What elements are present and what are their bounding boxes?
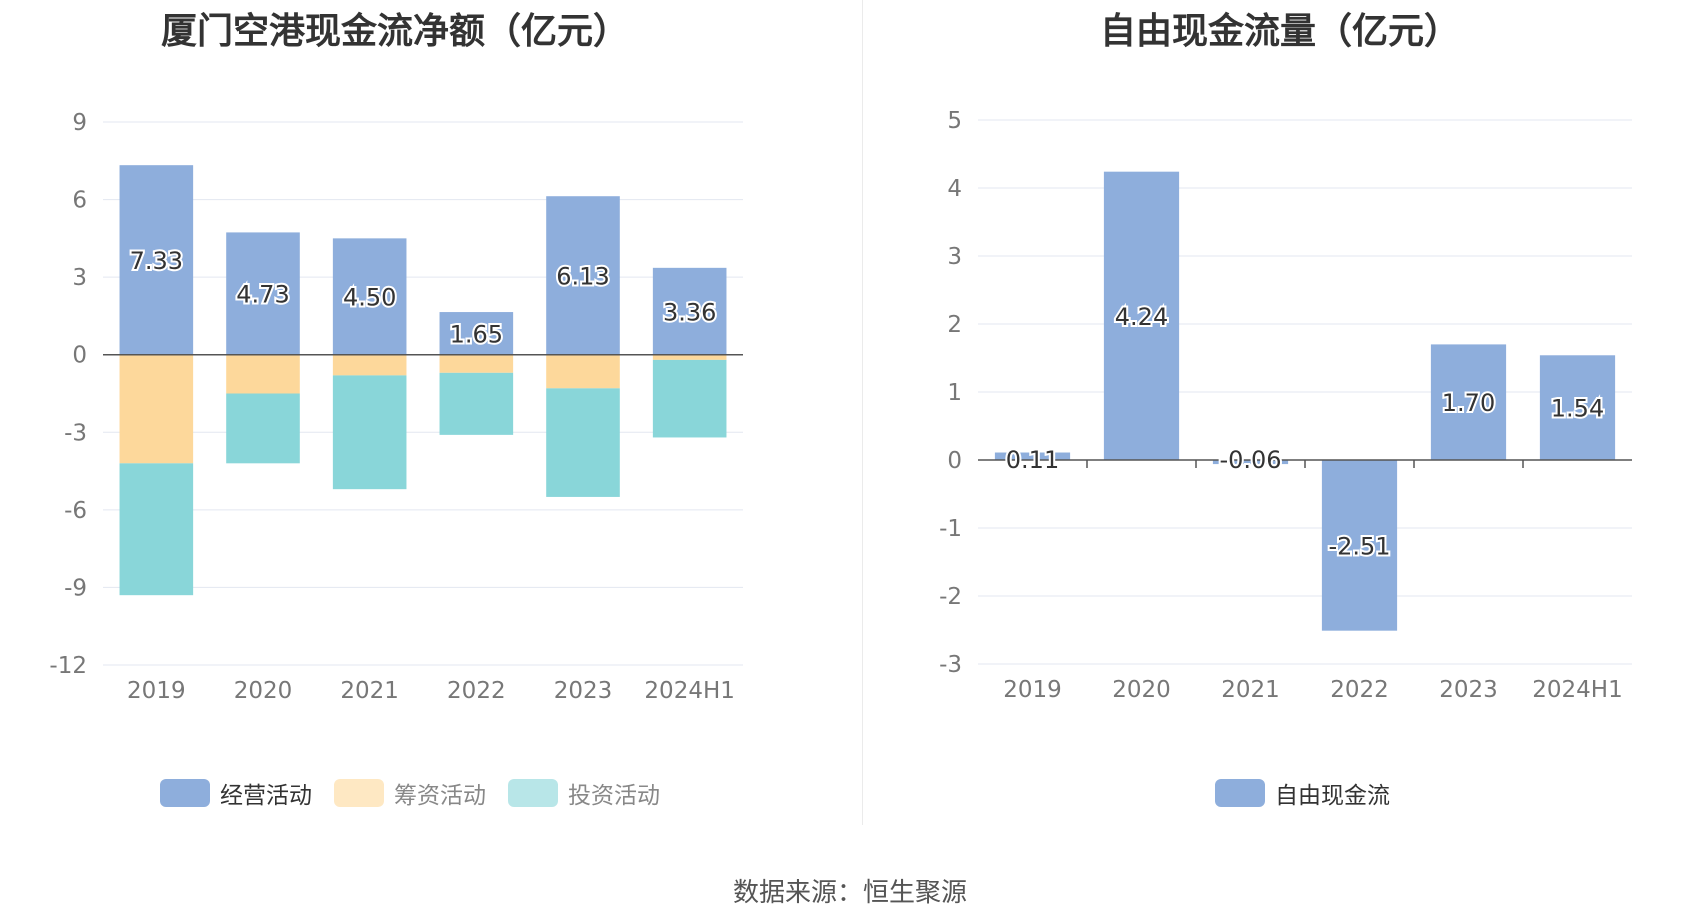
data-label: 4.73 [236,281,289,309]
x-tick-label: 2024H1 [644,678,734,704]
y-tick-label: 5 [947,108,962,134]
bar-筹资活动 [652,354,727,360]
cash-flow-chart-panel: 厦门空港现金流净额（亿元） 9 6 3 0 -3 -6 -9 -12 2019 2020 2021 2… [0,0,860,830]
free-cash-flow-chart-panel: 自由现金流量（亿元） 5 4 3 2 1 0 -1 -2 -3 2019 2020 2021 2022 2… [860,0,1700,830]
chart-title: 自由现金流量（亿元） [1099,11,1460,52]
bar-投资活动 [332,375,407,490]
x-tick-label: 2019 [127,678,186,704]
bar-筹资活动 [119,354,194,464]
cash-flow-chart: 9 6 3 0 -3 -6 -9 -12 2019 2020 2021 2022 2023 2024H1 7… [49,110,743,704]
bar-投资活动 [546,388,620,497]
bar-筹资活动 [546,354,620,389]
x-tick-label: 2022 [447,678,506,704]
x-tick-label: 2020 [234,678,293,704]
y-tick-label: -3 [939,652,962,678]
chart-legend: 经营活动 筹资活动 投资活动 [160,776,682,810]
y-tick-label: 9 [72,110,87,136]
bar-自由现金流 [1103,171,1180,460]
legend-swatch [334,779,384,807]
x-tick-label: 2024H1 [1532,677,1622,703]
legend-item[interactable]: 投资活动 [508,776,660,810]
bar-自由现金流 [1539,355,1616,460]
bar-经营活动 [332,238,407,355]
y-tick-label: -12 [49,653,87,679]
bar-自由现金流 [1212,460,1289,465]
bar-筹资活动 [332,354,407,376]
data-source-note: 数据来源：恒生聚源 [732,878,967,908]
x-tick-label: 2022 [1330,677,1389,703]
legend-swatch [1215,779,1265,807]
legend-swatch [508,779,558,807]
data-label: 0.11 [1006,446,1059,474]
y-tick-label: 1 [947,380,962,406]
data-label: 1.54 [1551,395,1604,423]
free-cash-flow-chart: 5 4 3 2 1 0 -1 -2 -3 2019 2020 2021 2022 2023 2024H1 0.… [939,108,1632,703]
y-tick-label: -6 [64,498,87,524]
bar-自由现金流 [994,452,1071,460]
bar-投资活动 [119,463,194,596]
y-tick-label: -1 [939,516,962,542]
legend-item[interactable]: 筹资活动 [334,776,486,810]
bar-经营活动 [439,312,514,355]
y-tick-label: 0 [72,343,87,369]
x-tick-label: 2020 [1112,677,1171,703]
y-tick-label: 2 [947,312,962,338]
legend-label: 投资活动 [568,783,660,809]
bar-经营活动 [226,232,300,355]
panel-divider [862,0,863,825]
y-tick-label: 0 [947,448,962,474]
legend-swatch [160,779,210,807]
data-label: 6.13 [556,262,609,290]
y-tick-label: -3 [64,420,87,446]
bar-筹资活动 [439,354,514,373]
bar-自由现金流 [1430,344,1507,460]
y-tick-label: 3 [947,244,962,270]
x-tick-label: 2021 [1221,677,1280,703]
data-label: 1.70 [1442,389,1495,417]
data-label: -0.06 [1219,446,1281,474]
data-label: 3.36 [663,298,716,326]
chart-legend: 自由现金流 [1215,776,1412,810]
x-tick-label: 2021 [340,678,399,704]
bar-经营活动 [546,196,620,355]
y-tick-label: -2 [939,584,962,610]
bar-投资活动 [226,393,300,464]
data-label: 4.24 [1115,303,1168,331]
bar-经营活动 [119,165,194,355]
legend-label: 自由现金流 [1275,783,1390,809]
data-label: 1.65 [450,320,503,348]
data-label: 7.33 [130,247,183,275]
bar-投资活动 [652,359,727,438]
legend-label: 经营活动 [220,783,312,809]
y-tick-label: 6 [72,188,87,214]
legend-item[interactable]: 自由现金流 [1215,776,1390,810]
x-tick-label: 2023 [1439,677,1498,703]
bar-经营活动 [652,267,727,355]
y-tick-label: -9 [64,575,87,601]
data-label: 4.50 [343,284,396,312]
bar-投资活动 [439,372,514,435]
data-label: -2.51 [1328,532,1390,560]
chart-title: 厦门空港现金流净额（亿元） [160,11,629,52]
legend-label: 筹资活动 [394,783,486,809]
y-tick-label: 4 [947,176,962,202]
x-tick-label: 2023 [554,678,613,704]
bar-筹资活动 [226,354,300,394]
legend-item[interactable]: 经营活动 [160,776,312,810]
bar-自由现金流 [1321,460,1398,631]
x-tick-label: 2019 [1003,677,1062,703]
y-tick-label: 3 [72,265,87,291]
